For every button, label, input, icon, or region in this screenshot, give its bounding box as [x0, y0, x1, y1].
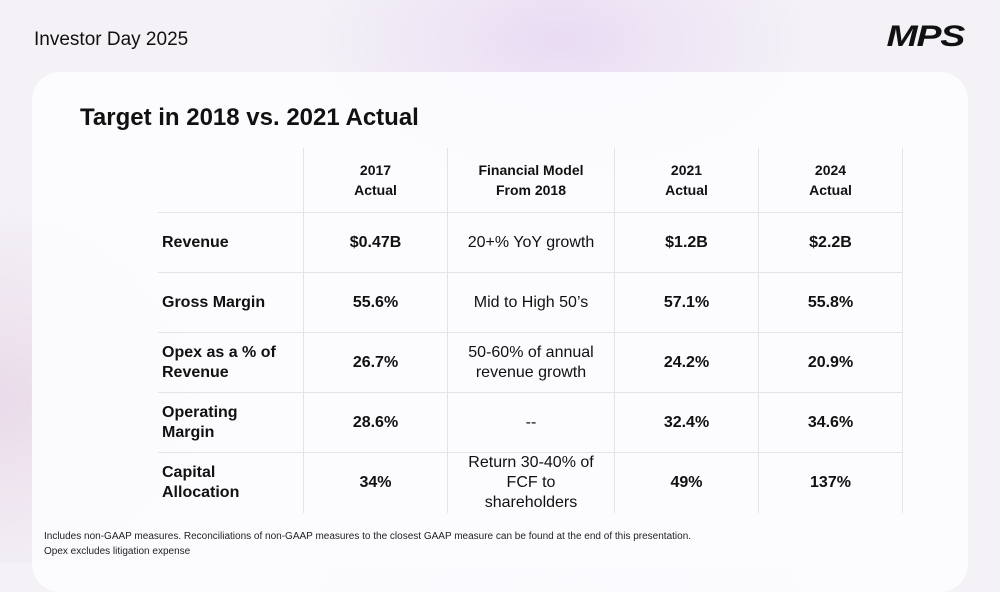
table-row: Opex as a % of Revenue 26.7% 50-60% of ann… — [158, 332, 903, 393]
cell: 34.6% — [758, 392, 903, 453]
column-header: 2024 Actual — [758, 148, 903, 213]
cell: 34% — [303, 452, 448, 513]
cell: 57.1% — [614, 272, 759, 333]
table-row: Operating Margin 28.6% -- 32.4% 34.6% — [158, 392, 903, 453]
cell: $2.2B — [758, 212, 903, 273]
column-header: Financial Model From 2018 — [447, 148, 615, 213]
cell: $1.2B — [614, 212, 759, 273]
cell: Mid to High 50’s — [447, 272, 615, 333]
table-row: Gross Margin 55.6% Mid to High 50’s 57.1% 55… — [158, 272, 903, 333]
row-label: Capital Allocation — [158, 452, 304, 513]
cell: 55.6% — [303, 272, 448, 333]
cell: 50-60% of annual revenue growth — [447, 332, 615, 393]
page: Investor Day 2025 MPS Target in 2018 vs.… — [0, 0, 1000, 563]
table-row: Revenue $0.47B 20+% YoY growth $1.2B $2.2B — [158, 212, 903, 273]
cell: 20+% YoY growth — [447, 212, 615, 273]
cell: 49% — [614, 452, 759, 513]
column-header — [158, 148, 304, 213]
cell: 137% — [758, 452, 903, 513]
cell: 24.2% — [614, 332, 759, 393]
footnote: Includes non-GAAP measures. Reconciliati… — [44, 531, 692, 542]
logo: MPS — [886, 20, 965, 53]
cell: 28.6% — [303, 392, 448, 453]
row-label: Operating Margin — [158, 392, 304, 453]
header-row: 2017 Actual Financial Model From 2018 2021… — [158, 148, 903, 213]
row-label: Revenue — [158, 212, 304, 273]
table: 2017 Actual Financial Model From 2018 2021… — [158, 148, 903, 513]
cell: Return 30-40% of FCF to shareholders — [447, 452, 615, 513]
footnote: Opex excludes litigation expense — [44, 546, 191, 557]
event-title: Investor Day 2025 — [34, 29, 189, 50]
cell: 55.8% — [758, 272, 903, 333]
table-row: Capital Allocation 34% Return 30-40% of FC… — [158, 452, 903, 513]
row-label: Gross Margin — [158, 272, 304, 333]
cell: 26.7% — [303, 332, 448, 393]
cell: 32.4% — [614, 392, 759, 453]
cell: $0.47B — [303, 212, 448, 273]
cell: 20.9% — [758, 332, 903, 393]
slide-title: Target in 2018 vs. 2021 Actual — [80, 104, 419, 131]
column-header: 2017 Actual — [303, 148, 448, 213]
row-label: Opex as a % of Revenue — [158, 332, 304, 393]
cell: -- — [447, 392, 615, 453]
column-header: 2021 Actual — [614, 148, 759, 213]
